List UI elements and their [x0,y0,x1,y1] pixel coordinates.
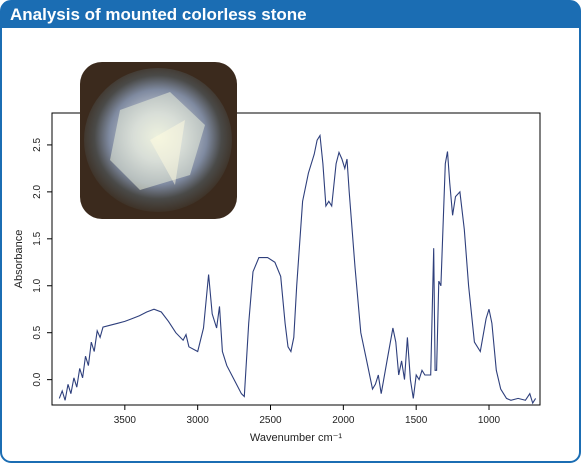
y-tick-label: 1.0 [32,278,43,292]
x-tick-label: 3000 [187,415,210,426]
x-axis-label: Wavenumber cm⁻¹ [250,432,343,444]
spectrum-line [58,133,537,405]
header-bar [1,1,580,28]
x-tick-label: 2500 [259,415,282,426]
chart-title: Analysis of mounted colorless stone [10,5,307,24]
y-tick-label: 1.5 [32,231,43,245]
x-tick-label: 1500 [405,415,428,426]
y-tick-label: 2.0 [32,184,43,198]
x-tick-label: 3500 [114,415,137,426]
y-tick-label: 2.5 [32,138,43,152]
y-tick-label: 0.5 [32,325,43,339]
photo-inset [80,62,237,219]
stone-facet [150,120,185,185]
x-tick-label: 2000 [332,415,355,426]
y-axis-label: Absorbance [13,230,25,289]
plot-area: 3500 3000 2500 2000 1500 1000 0.0 0.5 1.0 1.5 2.0 2… [32,133,537,426]
y-tick-label: 0.0 [32,372,43,386]
plot-frame [51,112,541,406]
x-tick-label: 1000 [478,415,501,426]
